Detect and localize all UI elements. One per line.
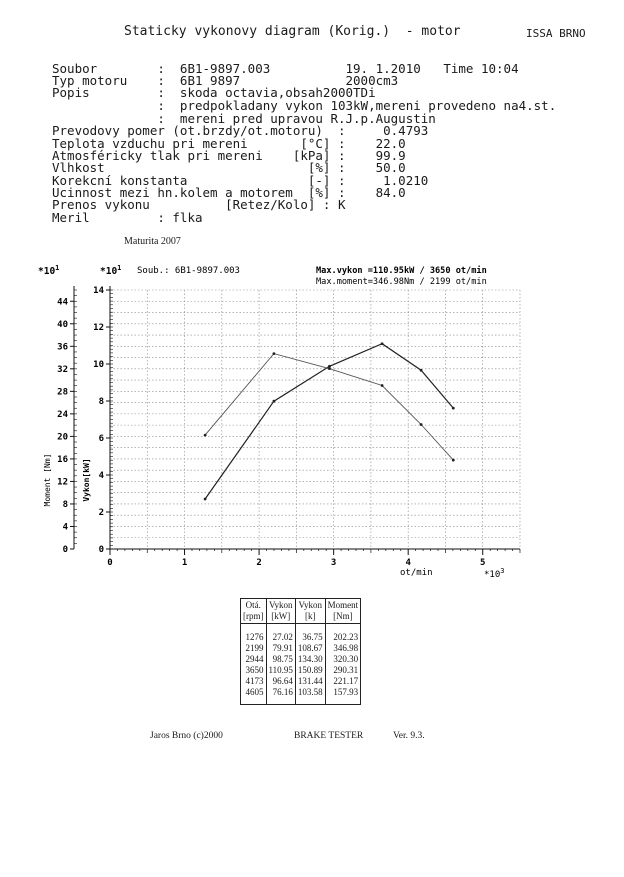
moment-tick-label: 16 (57, 455, 68, 465)
header-moment: Moment [Nm] (324, 598, 362, 624)
moment-point (380, 384, 384, 387)
x-tick-label: 2 (256, 558, 261, 568)
footer-copyright: Jaros Brno (c)2000 (150, 731, 223, 741)
max-power-label: Max.vykon =110.95kW / 3650 ot/min (316, 265, 487, 276)
moment-point (203, 433, 207, 437)
moment-point (272, 352, 276, 356)
table-row: 2944 98.75 134.30 320.30 (240, 654, 362, 665)
header-power-hp: Vykon [k] (294, 598, 326, 624)
info-line-operator: Meril : flka (52, 210, 203, 225)
moment-tick-label: 40 (57, 320, 68, 330)
moment-axis-label: Moment [Nm] (43, 454, 52, 507)
measurement-table: Otá. [rpm] Vykon [kW] Vykon [k] Moment [Nm] … (240, 598, 362, 705)
moment-tick-label: 44 (57, 297, 68, 307)
moment-point (419, 423, 423, 426)
info-line-engine-type: Typ motoru : 6B1 9897 2000cm3 (52, 73, 399, 88)
table-row: 1276 27.02 36.75 202.23 (240, 623, 362, 643)
moment-point (328, 367, 331, 371)
power-axis-label: Vykon[kW] (82, 458, 91, 501)
moment-tick-label: 12 (57, 477, 68, 487)
table-row: 4605 76.16 103.58 157.93 (240, 687, 362, 705)
power-tick-label: 6 (99, 434, 104, 444)
power-axis-multiplier: *101 (100, 264, 121, 277)
power-point (451, 406, 455, 410)
x-tick-label: 5 (480, 558, 485, 568)
chart-series (203, 342, 455, 501)
power-tick-label: 10 (93, 360, 104, 370)
power-tick-label: 8 (99, 397, 104, 407)
moment-tick-label: 28 (57, 387, 68, 397)
moment-tick-label: 0 (63, 545, 68, 555)
chart-grid (110, 289, 521, 549)
power-point (328, 364, 331, 368)
moment-curve-line (204, 353, 454, 461)
info-line-pressure: Atmosféricky tlak pri mereni [kPa] : 99.… (52, 148, 406, 163)
moment-tick-label: 20 (57, 432, 68, 442)
power-tick-label: 14 (93, 286, 104, 296)
info-line-file: Soubor : 6B1-9897.003 19. 1.2010 Time 10… (52, 61, 519, 76)
moment-tick-label: 24 (57, 410, 68, 420)
info-line-air-temp: Teplota vzduchu pri mereni [°C] : 22.0 (52, 136, 406, 151)
power-point (380, 342, 384, 346)
company-name: ISSA BRNO (526, 27, 586, 40)
power-point (272, 399, 276, 403)
power-curve-line (204, 343, 454, 500)
info-line-gear-ratio: Prevodovy pomer (ot.brzdy/ot.motoru) : 0… (52, 123, 429, 138)
table-row: 3650 110.95 150.89 290.31 (240, 665, 362, 676)
page-title: Staticky vykonovy diagram (Korig.) - mot… (124, 24, 461, 39)
power-tick-label: 0 (99, 545, 104, 555)
moment-tick-label: 4 (63, 522, 69, 532)
power-tick-label: 4 (99, 471, 105, 481)
header-power-kw: Vykon [kW] (265, 598, 296, 624)
info-line-description-3: : mereni pred upravou R.J.p.Augustin (52, 111, 436, 126)
x-tick-label: 4 (405, 558, 411, 568)
x-tick-label: 0 (107, 558, 112, 568)
power-tick-label: 2 (99, 508, 104, 518)
info-line-efficiency: Ucinnost mezi hn.kolem a motorem [%] : 8… (52, 185, 406, 200)
moment-point (451, 458, 455, 462)
moment-axis-multiplier: *101 (38, 264, 59, 277)
info-line-description: Popis : skoda octavia,obsah2000TDi (52, 85, 376, 100)
power-point (203, 497, 207, 501)
power-tick-label: 12 (93, 323, 104, 333)
info-line-correction: Korekcní konstanta [-] : 1.0210 (52, 173, 429, 188)
x-axis-multiplier: *103 (484, 567, 504, 580)
table-row: 2199 79.91 108.67 346.98 (240, 643, 362, 654)
moment-tick-label: 32 (57, 365, 68, 375)
table-header-row: Otá. [rpm] Vykon [kW] Vykon [k] Moment [Nm] (240, 598, 362, 624)
x-tick-label: 1 (182, 558, 187, 568)
moment-tick-label: 8 (63, 500, 68, 510)
info-line-transmission: Prenos vykonu [Retez/Kolo] : K (52, 197, 346, 212)
info-line-description-2: : predpokladany vykon 103kW,mereni prove… (52, 98, 557, 113)
max-moment-label: Max.moment=346.98Nm / 2199 ot/min (316, 277, 487, 287)
chart-file-label: Soub.: 6B1-9897.003 (137, 266, 240, 276)
footer-product: BRAKE TESTER (294, 731, 364, 741)
moment-tick-label: 36 (57, 342, 68, 352)
maturita-note: Maturita 2007 (124, 236, 181, 247)
footer-version: Ver. 9.3. (393, 731, 425, 741)
power-point (419, 368, 423, 372)
info-line-humidity: Vlhkost [%] : 50.0 (52, 160, 406, 175)
x-axis-unit: ot/min (400, 568, 433, 578)
table-row: 4173 96.64 131.44 221.17 (240, 676, 362, 687)
header-rpm: Otá. [rpm] (240, 598, 267, 624)
x-tick-label: 3 (331, 558, 336, 568)
